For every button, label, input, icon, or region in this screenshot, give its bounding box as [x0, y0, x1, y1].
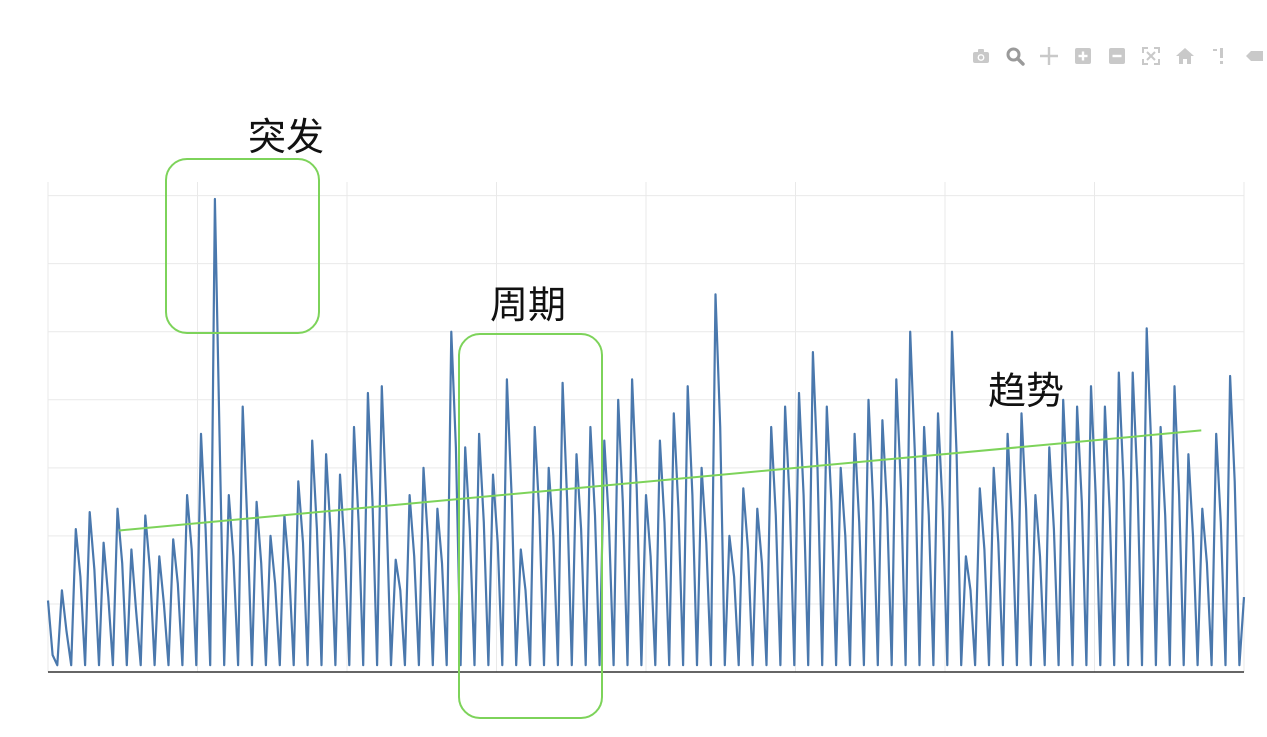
trend-line — [119, 429, 1202, 532]
home-icon[interactable] — [1171, 42, 1199, 70]
pan-icon[interactable] — [1035, 42, 1063, 70]
hover-icon[interactable] — [1239, 42, 1267, 70]
burst-box — [165, 158, 320, 334]
modebar — [967, 42, 1267, 70]
autoscale-icon[interactable] — [1137, 42, 1165, 70]
spike-lines-icon[interactable] — [1205, 42, 1233, 70]
zoom-icon[interactable] — [1001, 42, 1029, 70]
series-line — [46, 197, 1246, 667]
period-box — [458, 333, 603, 719]
zoom-in-icon[interactable] — [1069, 42, 1097, 70]
period-label: 周期 — [490, 283, 567, 327]
trend-label: 趋势 — [988, 369, 1065, 413]
camera-icon[interactable] — [967, 42, 995, 70]
zoom-out-icon[interactable] — [1103, 42, 1131, 70]
burst-label: 突发 — [248, 115, 325, 159]
